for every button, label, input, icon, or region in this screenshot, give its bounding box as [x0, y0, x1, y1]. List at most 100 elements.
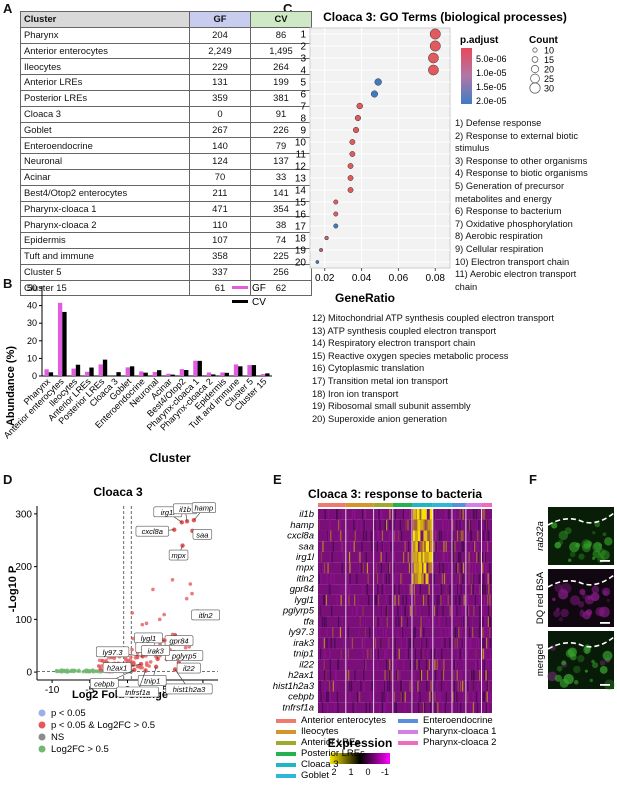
b-bar-gf [193, 360, 198, 376]
e-legend-label: Goblet [301, 770, 329, 781]
e-cell [484, 627, 486, 638]
e-cell [347, 584, 349, 595]
e-cell [401, 573, 403, 585]
d-y-tick-label: 0 [26, 668, 32, 679]
e-row-label: cebpb [288, 692, 314, 703]
e-cell [347, 573, 349, 585]
e-cell [352, 702, 354, 713]
table-header-cv: CV [250, 11, 312, 28]
d-y-tick-label: 300 [15, 509, 32, 520]
e-cell [428, 605, 430, 617]
e-cell [472, 584, 474, 595]
e-cell [424, 702, 426, 713]
f-signal-spot [584, 595, 595, 605]
e-cell [394, 573, 396, 585]
c-size-legend-label: 25 [544, 74, 554, 84]
e-cell [402, 627, 404, 638]
f-signal-spot [567, 558, 572, 563]
e-cell [486, 659, 488, 671]
f-row-label: DQ red BSA [535, 571, 546, 624]
e-cell [463, 616, 465, 628]
c-y-tick-label: 13 [295, 174, 307, 185]
e-cell [337, 616, 340, 628]
e-cell [426, 680, 428, 692]
f-signal-spot [593, 541, 602, 551]
e-cell [406, 637, 408, 649]
e-cell [448, 509, 450, 520]
e-cell [388, 573, 390, 585]
e-cell [364, 637, 366, 649]
e-cell [453, 702, 455, 713]
f-signal-spot [599, 606, 610, 618]
e-cell [394, 594, 396, 606]
e-cell [478, 637, 480, 649]
e-cell [394, 530, 396, 542]
c-size-legend-circle [529, 82, 541, 94]
c-x-tick-label: 0.02 [315, 273, 335, 284]
e-cell [323, 637, 325, 649]
e-cell [443, 541, 445, 552]
e-cell [477, 541, 479, 552]
e-cell [428, 584, 430, 595]
e-cell [472, 509, 474, 520]
e-cell [482, 670, 484, 681]
e-cell [382, 627, 385, 638]
panel-d-volcano: Cloaca 3 -Log10 P Log2 Fold Change 01002… [7, 485, 220, 755]
e-cell [469, 519, 471, 531]
f-signal-spot [584, 669, 588, 673]
e-cell [337, 530, 340, 542]
go-term-list-bottom: 12) Mitochondrial ATP synthesis coupled … [312, 312, 554, 425]
e-cell [467, 691, 469, 703]
e-cell [331, 605, 333, 617]
e-cell [429, 562, 434, 574]
e-cell [474, 541, 476, 552]
e-cell [486, 519, 488, 531]
e-cell [365, 551, 367, 563]
e-cell [473, 670, 475, 681]
e-cell [348, 670, 350, 681]
f-signal-spot [602, 532, 607, 537]
e-cell [441, 519, 444, 531]
b-bar-gf [152, 371, 157, 376]
c-size-legend-label: 20 [544, 65, 554, 75]
e-cell [337, 519, 340, 531]
e-cell [434, 691, 436, 703]
f-signal-spot [547, 671, 558, 682]
e-cell [453, 605, 455, 617]
e-cell [433, 637, 435, 649]
f-signal-spot [558, 530, 569, 541]
e-cell [485, 541, 487, 552]
c-padj-tick: 5.0e-06 [476, 54, 507, 64]
d-point-fc [94, 669, 98, 673]
e-cell [396, 573, 398, 585]
e-cell [396, 530, 398, 542]
b-y-tick-label: 10 [27, 353, 37, 363]
b-bar-cv [89, 367, 94, 376]
e-cell [388, 530, 391, 542]
b-bar-gf [220, 372, 225, 376]
e-cell [405, 594, 408, 606]
e-cell [389, 670, 391, 681]
e-cell [459, 519, 461, 531]
e-cell [444, 616, 446, 628]
e-cell [384, 670, 386, 681]
e-cell [357, 551, 359, 563]
e-cell [454, 551, 456, 563]
e-legend-label: Enteroendocrine [423, 715, 493, 726]
c-dot [315, 260, 320, 264]
e-cell [482, 680, 484, 692]
e-cell [454, 637, 456, 649]
d-legend-dot [38, 721, 46, 729]
e-cell [429, 691, 431, 703]
d-x-tick-label: -10 [45, 685, 60, 696]
e-cell [418, 702, 420, 713]
c-size-legend-label: 10 [544, 46, 554, 56]
d-point-sig [148, 660, 153, 664]
c-dot [429, 28, 441, 40]
b-legend-gf-swatch [232, 286, 248, 289]
f-signal-spot [602, 590, 608, 595]
e-row-label: cxcl8a [287, 531, 314, 542]
e-cell [440, 584, 443, 595]
e-cell [427, 691, 430, 703]
e-cell [369, 691, 371, 703]
